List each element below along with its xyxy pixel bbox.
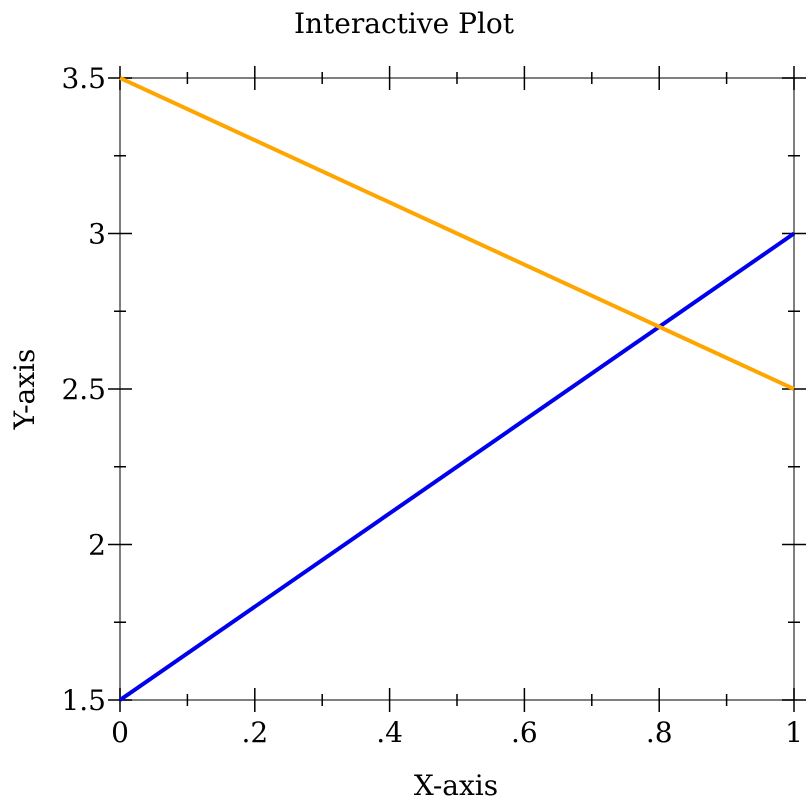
tick-labels: 0 .2 .4 .6 .8 1 1.5 2 2.5 3 3.5 [61,62,802,749]
x-tick-label: 1 [785,716,803,749]
y-axis-label: Y-axis [8,349,41,431]
plot-frame [119,77,795,701]
chart-title: Interactive Plot [294,7,515,40]
series-lines [118,76,796,702]
series-line-1 [118,231,796,702]
y-tick-label: 3.5 [61,62,106,95]
series-line-2 [119,76,795,391]
x-axis-label: X-axis [414,769,498,802]
x-tick-label: 0 [111,716,129,749]
x-tick-label: .2 [241,716,268,749]
x-tick-label: .6 [511,716,538,749]
y-tick-label: 2.5 [61,373,106,406]
y-tick-label: 3 [88,218,106,251]
axis-ticks [108,66,806,712]
x-tick-label: .8 [646,716,673,749]
y-tick-label: 2 [88,529,106,562]
x-tick-label: .4 [376,716,403,749]
y-tick-label: 1.5 [61,684,106,717]
